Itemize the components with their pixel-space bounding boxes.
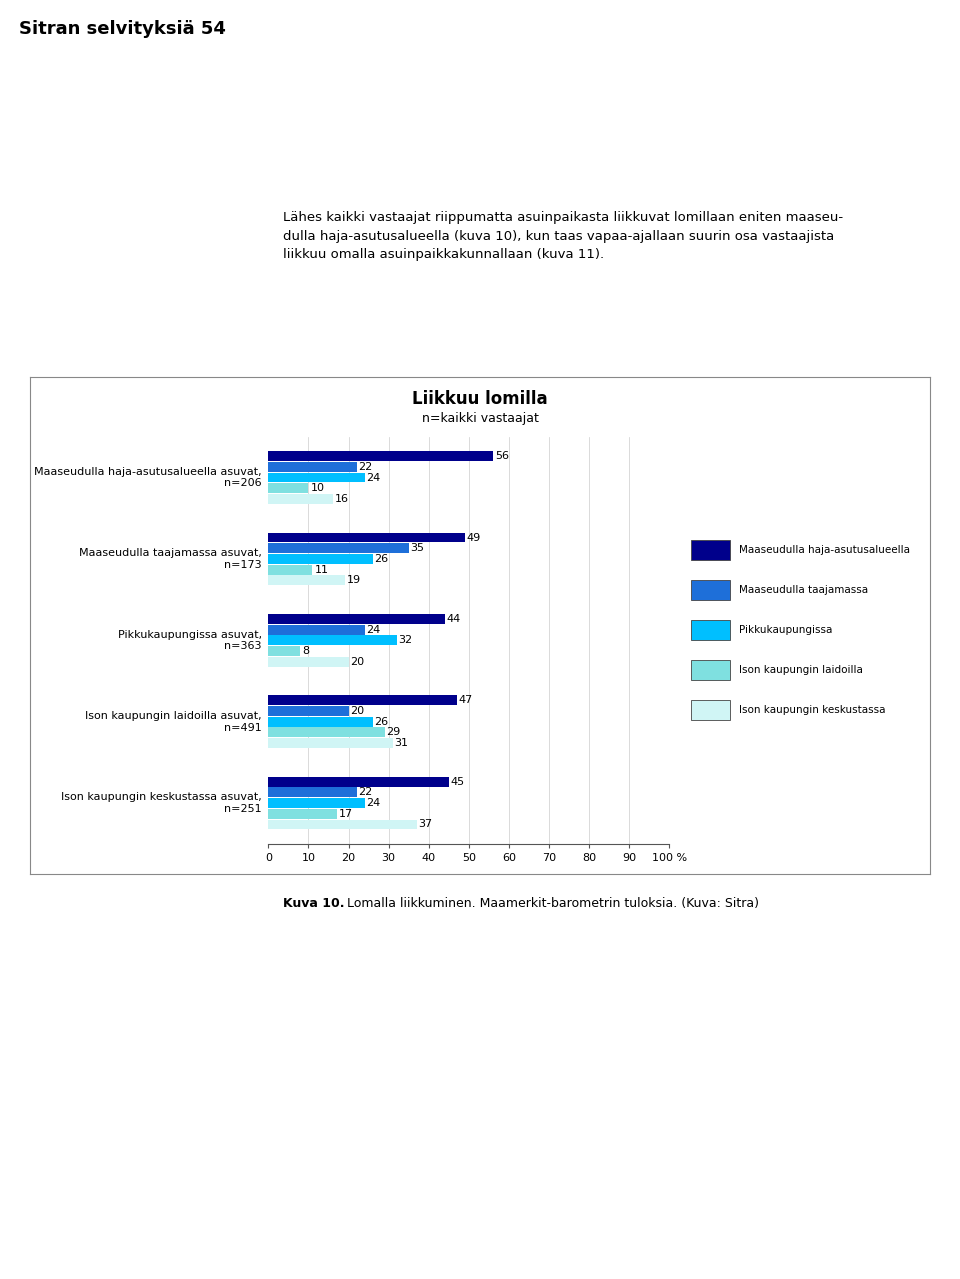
Text: 26: 26 xyxy=(374,716,389,726)
Text: Pikkukaupungissa: Pikkukaupungissa xyxy=(739,625,832,634)
Bar xyxy=(269,624,365,634)
Text: 11: 11 xyxy=(315,564,328,574)
Text: 45: 45 xyxy=(450,776,465,787)
Bar xyxy=(269,728,385,737)
Bar xyxy=(269,483,308,494)
Bar xyxy=(269,532,465,542)
Text: Ison kaupungin keskustassa asuvat,
n=251: Ison kaupungin keskustassa asuvat, n=251 xyxy=(60,792,262,813)
Bar xyxy=(269,776,448,787)
Bar xyxy=(269,636,396,645)
Bar xyxy=(269,696,457,705)
Bar xyxy=(691,660,731,679)
Text: Ison kaupungin laidoilla: Ison kaupungin laidoilla xyxy=(739,665,863,675)
Text: 31: 31 xyxy=(395,738,409,748)
Text: 47: 47 xyxy=(459,696,473,705)
Text: 32: 32 xyxy=(398,636,413,646)
Bar xyxy=(691,700,731,720)
Text: Liikkuu lomilla: Liikkuu lomilla xyxy=(412,390,548,408)
Bar xyxy=(269,788,356,797)
Bar xyxy=(269,451,492,462)
Text: 8: 8 xyxy=(302,646,309,656)
Bar xyxy=(269,656,348,666)
Bar xyxy=(269,808,337,819)
Bar xyxy=(269,576,345,586)
Bar xyxy=(269,462,356,472)
Text: Pikkukaupungissa asuvat,
n=363: Pikkukaupungissa asuvat, n=363 xyxy=(117,629,262,651)
Text: 49: 49 xyxy=(467,532,481,542)
Bar xyxy=(269,614,444,624)
Bar xyxy=(691,620,731,640)
Text: 16: 16 xyxy=(334,494,348,504)
Bar xyxy=(269,565,312,574)
Bar xyxy=(269,494,332,504)
Text: 20: 20 xyxy=(350,706,365,716)
Bar xyxy=(269,738,393,748)
Text: Lähes kaikki vastaajat riippumatta asuinpaikasta liikkuvat lomillaan eniten maas: Lähes kaikki vastaajat riippumatta asuin… xyxy=(283,211,843,261)
Text: 37: 37 xyxy=(419,820,433,830)
Text: 22: 22 xyxy=(358,462,372,472)
Text: Kuva 10.: Kuva 10. xyxy=(283,897,345,909)
Text: Maaseudulla haja-asutusalueella: Maaseudulla haja-asutusalueella xyxy=(739,545,910,555)
Bar xyxy=(269,716,372,726)
Text: Ison kaupungin laidoilla asuvat,
n=491: Ison kaupungin laidoilla asuvat, n=491 xyxy=(85,711,262,733)
Text: 56: 56 xyxy=(494,451,509,462)
Bar xyxy=(269,473,365,482)
Text: 35: 35 xyxy=(411,544,424,554)
Bar xyxy=(691,540,731,560)
Text: 19: 19 xyxy=(347,576,361,586)
Text: Lomalla liikkuminen. Maamerkit-barometrin tuloksia. (Kuva: Sitra): Lomalla liikkuminen. Maamerkit-barometri… xyxy=(343,897,758,909)
Text: Maaseudulla taajamassa asuvat,
n=173: Maaseudulla taajamassa asuvat, n=173 xyxy=(79,549,262,569)
Bar xyxy=(269,544,409,554)
Text: 22: 22 xyxy=(358,788,372,797)
Bar xyxy=(269,798,365,808)
Bar xyxy=(269,706,348,716)
Text: 10: 10 xyxy=(310,483,324,494)
Text: Maaseudulla haja-asutusalueella asuvat,
n=206: Maaseudulla haja-asutusalueella asuvat, … xyxy=(34,467,262,489)
Text: n=kaikki vastaajat: n=kaikki vastaajat xyxy=(421,412,539,425)
Text: Maaseudulla taajamassa: Maaseudulla taajamassa xyxy=(739,585,868,595)
Text: 17: 17 xyxy=(339,808,352,819)
Bar xyxy=(691,581,731,600)
Text: 44: 44 xyxy=(446,614,461,624)
Text: 24: 24 xyxy=(367,624,381,634)
Text: 26: 26 xyxy=(374,554,389,564)
Text: 19: 19 xyxy=(879,20,911,41)
Text: 29: 29 xyxy=(387,728,401,738)
Bar xyxy=(269,820,417,829)
Bar xyxy=(269,554,372,564)
Text: 20: 20 xyxy=(350,656,365,666)
Text: Ison kaupungin keskustassa: Ison kaupungin keskustassa xyxy=(739,705,885,715)
Text: 24: 24 xyxy=(367,472,381,482)
Text: 24: 24 xyxy=(367,798,381,808)
Bar xyxy=(269,646,300,656)
Text: Sitran selvityksiä 54: Sitran selvityksiä 54 xyxy=(19,20,226,38)
